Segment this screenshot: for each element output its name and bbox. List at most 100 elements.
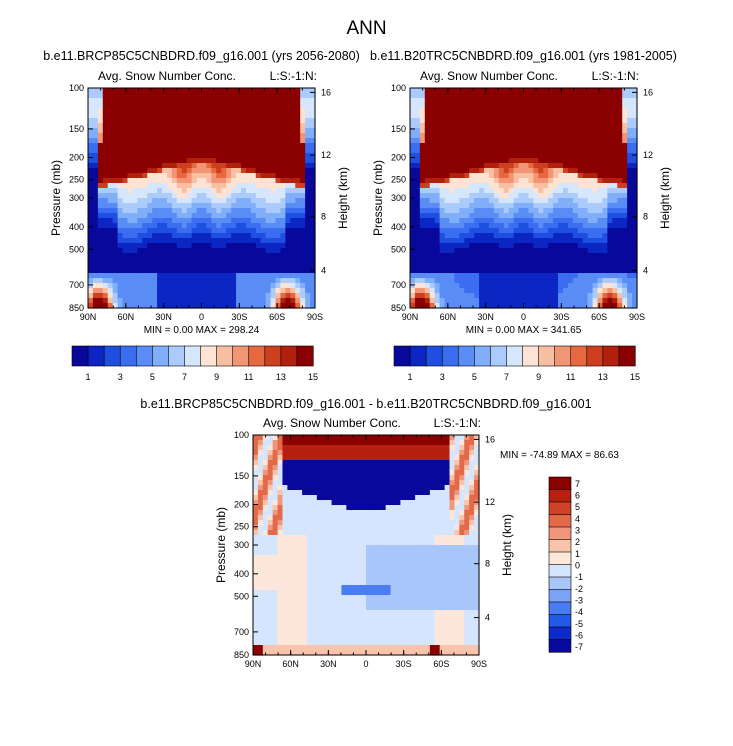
heatmap-cell <box>267 535 274 541</box>
heatmap-cell <box>518 148 525 154</box>
heatmap-cell <box>444 278 451 284</box>
heatmap-cell <box>250 143 257 149</box>
heatmap-cell <box>464 238 470 244</box>
heatmap-cell <box>176 293 183 299</box>
heatmap-cell <box>577 288 584 294</box>
heatmap-cell <box>597 208 604 214</box>
heatmap-cell <box>171 258 178 264</box>
heatmap-cell <box>257 490 264 496</box>
heatmap-cell <box>253 590 259 596</box>
heatmap-cell <box>265 128 272 134</box>
heatmap-cell <box>171 283 178 289</box>
heatmap-cell <box>419 98 426 104</box>
heatmap-cell <box>216 88 222 94</box>
heatmap-cell <box>300 178 306 184</box>
heatmap-cell <box>414 153 421 159</box>
heatmap-cell <box>191 108 198 114</box>
heatmap-cell <box>262 555 269 561</box>
heatmap-cell <box>142 138 148 144</box>
heatmap-cell <box>152 178 158 184</box>
heatmap-cell <box>162 238 168 244</box>
colorbar-label: 15 <box>630 372 640 382</box>
heatmap-cell <box>206 193 212 199</box>
heatmap-cell <box>518 278 525 284</box>
heatmap-cell <box>543 153 549 159</box>
heatmap-cell <box>295 213 301 219</box>
heatmap-cell <box>321 535 328 541</box>
heatmap-cell <box>257 560 264 566</box>
heatmap-cell <box>602 258 608 264</box>
heatmap-cell <box>592 133 599 139</box>
heatmap-cell <box>592 98 599 104</box>
y-tick-label: 400 <box>391 222 406 232</box>
heatmap-cell <box>292 615 298 621</box>
heatmap-cell <box>287 620 293 626</box>
heatmap-cell <box>255 188 262 194</box>
heatmap-cell <box>617 138 623 144</box>
heatmap-cell <box>587 293 594 299</box>
heatmap-cell <box>503 303 510 309</box>
heatmap-cell <box>255 203 262 209</box>
heatmap-cell <box>503 88 510 94</box>
heatmap-cell <box>464 263 470 269</box>
heatmap-cell <box>321 650 328 656</box>
heatmap-cell <box>528 218 534 224</box>
heatmap-cell <box>255 178 262 184</box>
heatmap-cell <box>176 263 183 269</box>
heatmap-cell <box>171 278 178 284</box>
heatmap-cell <box>439 238 446 244</box>
heatmap-cell <box>474 133 480 139</box>
heatmap-cell <box>622 103 628 109</box>
heatmap-cell <box>257 440 264 446</box>
heatmap-cell <box>597 213 604 219</box>
heatmap-cell <box>211 248 217 254</box>
heatmap-cell <box>157 138 163 144</box>
heatmap-cell <box>627 103 633 109</box>
colorbar-label: 13 <box>276 372 286 382</box>
heatmap-cell <box>127 278 134 284</box>
heatmap-cell <box>474 123 480 129</box>
heatmap-cell <box>326 440 333 446</box>
heatmap-cell <box>236 223 242 229</box>
heatmap-cell <box>528 88 534 94</box>
heatmap-cell <box>97 263 104 269</box>
heatmap-cell <box>479 208 485 214</box>
heatmap-cell <box>245 223 252 229</box>
heatmap-cell <box>602 303 608 309</box>
heatmap-cell <box>311 445 318 451</box>
heatmap-cell <box>295 88 301 94</box>
heatmap-cell <box>592 228 599 234</box>
heatmap-cell <box>449 228 456 234</box>
heatmap-cell <box>267 610 274 616</box>
heatmap-cell <box>558 263 564 269</box>
heatmap-cell <box>567 98 574 104</box>
heatmap-cell <box>206 263 212 269</box>
heatmap-cell <box>533 178 539 184</box>
heatmap-cell <box>292 610 298 616</box>
heatmap-cell <box>617 98 623 104</box>
heatmap-cell <box>503 188 510 194</box>
heatmap-cell <box>300 218 306 224</box>
heatmap-cell <box>597 148 604 154</box>
heatmap-cell <box>285 298 291 304</box>
heatmap-cell <box>97 213 104 219</box>
heatmap-cell <box>231 153 237 159</box>
heatmap-cell <box>107 198 114 204</box>
heatmap-cell <box>307 490 313 496</box>
y-tick-label: 100 <box>69 83 84 93</box>
heatmap-cell <box>117 303 124 309</box>
heatmap-cell <box>287 590 293 596</box>
heatmap-cell <box>597 253 604 259</box>
heatmap-cell <box>474 228 480 234</box>
heatmap-cell <box>493 293 500 299</box>
heatmap-cell <box>107 183 114 189</box>
heatmap-cell <box>310 273 316 279</box>
heatmap-cell <box>122 103 129 109</box>
heatmap-cell <box>553 218 559 224</box>
heatmap-cell <box>528 163 534 169</box>
heatmap-cell <box>567 278 574 284</box>
heatmap-cell <box>307 605 313 611</box>
heatmap-cell <box>275 203 282 209</box>
heatmap-cell <box>216 163 222 169</box>
heatmap-cell <box>290 223 296 229</box>
